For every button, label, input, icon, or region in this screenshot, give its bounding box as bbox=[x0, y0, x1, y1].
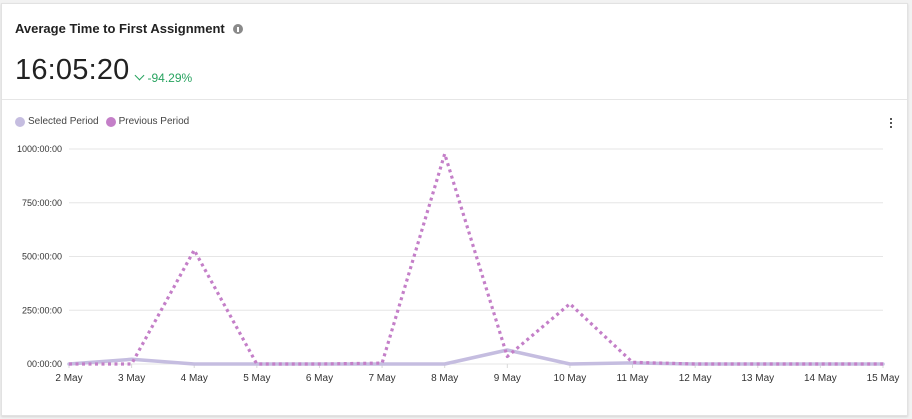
y-tick-label: 250:00:00 bbox=[22, 305, 62, 315]
x-tick-label: 2 May bbox=[55, 373, 82, 384]
legend-dot-icon bbox=[15, 116, 25, 127]
legend-item-selected-period[interactable]: Selected Period bbox=[15, 116, 99, 127]
card-header: Average Time to First Assignment 16:05:2… bbox=[2, 4, 907, 100]
x-tick-label: 12 May bbox=[679, 373, 712, 384]
x-tick-label: 15 May bbox=[867, 373, 900, 384]
card-title-text: Average Time to First Assignment bbox=[15, 21, 225, 36]
x-tick-label: 9 May bbox=[494, 373, 521, 384]
legend-label: Selected Period bbox=[28, 116, 99, 127]
x-tick-label: 3 May bbox=[118, 373, 145, 384]
x-tick-label: 8 May bbox=[431, 373, 458, 384]
previous-period-line[interactable] bbox=[69, 152, 883, 366]
kebab-menu-icon[interactable] bbox=[889, 118, 893, 132]
legend-dot-icon bbox=[105, 116, 116, 127]
legend-label: Previous Period bbox=[118, 116, 190, 127]
y-tick-label: 500:00:00 bbox=[22, 252, 62, 262]
metric-value: 16:05:20 bbox=[15, 54, 130, 86]
x-tick-label: 13 May bbox=[741, 373, 774, 384]
info-icon[interactable] bbox=[232, 23, 243, 34]
selected-period-line[interactable] bbox=[67, 348, 885, 366]
y-tick-label: 750:00:00 bbox=[22, 198, 62, 208]
delta-text: -94.29% bbox=[147, 70, 193, 85]
y-tick-label: 1000:00:00 bbox=[17, 144, 62, 154]
x-tick-label: 5 May bbox=[243, 373, 270, 384]
x-tick-label: 14 May bbox=[804, 373, 837, 384]
delta-badge: -94.29% bbox=[134, 70, 193, 85]
x-tick-label: 4 May bbox=[181, 373, 208, 384]
legend-item-previous-period[interactable]: Previous Period bbox=[105, 116, 190, 127]
card-title: Average Time to First Assignment bbox=[15, 21, 243, 36]
x-tick-label: 7 May bbox=[368, 373, 395, 384]
x-tick-label: 6 May bbox=[306, 373, 333, 384]
metric: 16:05:20 -94.29% bbox=[15, 54, 192, 87]
x-tick-label: 10 May bbox=[554, 373, 587, 384]
metric-card: Average Time to First Assignment 16:05:2… bbox=[1, 3, 908, 416]
x-tick-label: 11 May bbox=[617, 373, 649, 384]
chart-legend: Selected Period Previous Period bbox=[15, 116, 196, 127]
line-chart: 00:00:00 250:00:00 500:00:00 750:00:00 1000:… bbox=[17, 144, 900, 384]
y-tick-label: 00:00:00 bbox=[27, 359, 62, 369]
